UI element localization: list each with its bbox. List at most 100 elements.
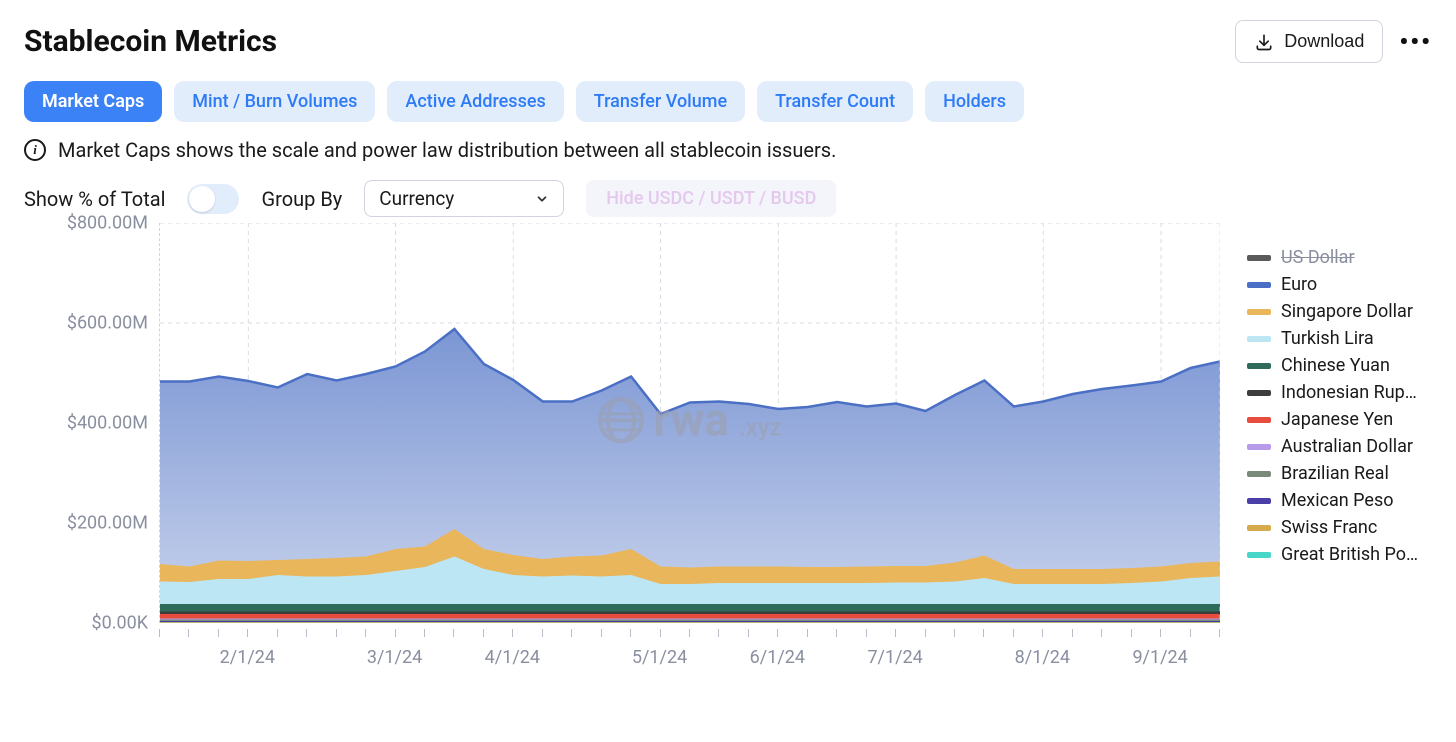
x-axis: 2/1/243/1/244/1/245/1/246/1/247/1/248/1/… — [159, 629, 1219, 669]
legend-swatch — [1247, 363, 1271, 369]
group-by-label: Group By — [261, 187, 342, 211]
x-tick — [1160, 629, 1161, 637]
x-tick — [748, 629, 749, 637]
legend-item-euro[interactable]: Euro — [1247, 274, 1447, 295]
legend-swatch — [1247, 255, 1271, 261]
page-title: Stablecoin Metrics — [24, 24, 277, 59]
download-icon — [1254, 32, 1274, 52]
x-tick — [630, 629, 631, 637]
legend-item-us-dollar[interactable]: US Dollar — [1247, 247, 1447, 268]
legend-item-great-british-po-[interactable]: Great British Po… — [1247, 544, 1447, 565]
y-tick-label: $200.00M — [67, 513, 148, 534]
legend-swatch — [1247, 282, 1271, 288]
legend-item-mexican-peso[interactable]: Mexican Peso — [1247, 490, 1447, 511]
tab-market-caps[interactable]: Market Caps — [24, 81, 162, 122]
legend-label: Japanese Yen — [1281, 409, 1393, 430]
info-icon: i — [24, 139, 46, 161]
header-actions: Download ••• — [1235, 20, 1432, 63]
x-tick — [571, 629, 572, 637]
area-chinese-yuan — [160, 604, 1220, 612]
tabs: Market Caps Mint / Burn Volumes Active Add… — [24, 81, 1432, 122]
x-tick — [777, 629, 778, 637]
y-axis: $0.00K$200.00M$400.00M$600.00M$800.00M — [24, 223, 154, 623]
legend-swatch — [1247, 309, 1271, 315]
chart-area: $0.00K$200.00M$400.00M$600.00M$800.00M r… — [24, 223, 1219, 669]
x-tick-label: 2/1/24 — [220, 647, 275, 668]
legend-label: Singapore Dollar — [1281, 301, 1413, 322]
x-tick — [718, 629, 719, 637]
legend-item-japanese-yen[interactable]: Japanese Yen — [1247, 409, 1447, 430]
x-tick — [836, 629, 837, 637]
legend-swatch — [1247, 525, 1271, 531]
legend: US Dollar Euro Singapore Dollar Turkish Lir… — [1247, 247, 1447, 571]
x-tick — [365, 629, 366, 637]
x-tick — [1013, 629, 1014, 637]
x-tick — [895, 629, 896, 637]
legend-item-chinese-yuan[interactable]: Chinese Yuan — [1247, 355, 1447, 376]
legend-label: Euro — [1281, 274, 1317, 295]
x-tick — [159, 629, 160, 637]
x-tick — [483, 629, 484, 637]
legend-item-singapore-dollar[interactable]: Singapore Dollar — [1247, 301, 1447, 322]
controls-row: Show % of Total Group By Currency Hide U… — [24, 180, 1432, 217]
legend-label: Indonesian Rup… — [1281, 382, 1417, 403]
show-pct-toggle[interactable] — [187, 184, 239, 214]
legend-swatch — [1247, 471, 1271, 477]
hide-usd-button[interactable]: Hide USDC / USDT / BUSD — [586, 180, 836, 217]
legend-label: Brazilian Real — [1281, 463, 1389, 484]
x-tick — [277, 629, 278, 637]
x-tick-label: 3/1/24 — [367, 647, 422, 668]
legend-item-swiss-franc[interactable]: Swiss Franc — [1247, 517, 1447, 538]
x-tick — [601, 629, 602, 637]
tab-transfer-volume[interactable]: Transfer Volume — [576, 81, 745, 122]
area-euro — [160, 329, 1220, 569]
header: Stablecoin Metrics Download ••• — [24, 20, 1432, 63]
show-pct-label: Show % of Total — [24, 187, 165, 211]
legend-item-turkish-lira[interactable]: Turkish Lira — [1247, 328, 1447, 349]
group-by-value: Currency — [379, 187, 454, 210]
legend-swatch — [1247, 336, 1271, 342]
y-tick-label: $0.00K — [91, 613, 148, 634]
x-tick-label: 7/1/24 — [867, 647, 922, 668]
chart-wrap: $0.00K$200.00M$400.00M$600.00M$800.00M r… — [24, 223, 1432, 669]
chevron-down-icon — [535, 192, 549, 206]
x-tick-label: 5/1/24 — [632, 647, 687, 668]
legend-item-indonesian-rup-[interactable]: Indonesian Rup… — [1247, 382, 1447, 403]
legend-label: US Dollar — [1281, 247, 1355, 268]
more-icon[interactable]: ••• — [1399, 28, 1432, 56]
x-tick — [247, 629, 248, 637]
x-tick — [983, 629, 984, 637]
legend-label: Chinese Yuan — [1281, 355, 1390, 376]
x-tick — [218, 629, 219, 637]
tab-mint-burn-volumes[interactable]: Mint / Burn Volumes — [174, 81, 375, 122]
tab-active-addresses[interactable]: Active Addresses — [387, 81, 563, 122]
x-tick — [453, 629, 454, 637]
legend-label: Great British Po… — [1281, 544, 1418, 565]
x-tick — [1131, 629, 1132, 637]
legend-swatch — [1247, 390, 1271, 396]
x-tick — [1101, 629, 1102, 637]
legend-item-brazilian-real[interactable]: Brazilian Real — [1247, 463, 1447, 484]
group-by-select[interactable]: Currency — [364, 180, 564, 217]
tab-holders[interactable]: Holders — [925, 81, 1024, 122]
download-button[interactable]: Download — [1235, 20, 1383, 63]
description-text: Market Caps shows the scale and power la… — [58, 138, 836, 162]
description-row: i Market Caps shows the scale and power … — [24, 138, 1432, 162]
tab-transfer-count[interactable]: Transfer Count — [757, 81, 913, 122]
x-tick-label: 9/1/24 — [1132, 647, 1187, 668]
x-tick — [689, 629, 690, 637]
legend-label: Australian Dollar — [1281, 436, 1413, 457]
x-tick — [660, 629, 661, 637]
y-tick-label: $600.00M — [67, 313, 148, 334]
hide-usd-label: Hide USDC / USDT / BUSD — [606, 188, 816, 209]
legend-swatch — [1247, 444, 1271, 450]
y-tick-label: $400.00M — [67, 413, 148, 434]
legend-swatch — [1247, 417, 1271, 423]
legend-item-australian-dollar[interactable]: Australian Dollar — [1247, 436, 1447, 457]
x-tick — [925, 629, 926, 637]
x-tick-label: 8/1/24 — [1015, 647, 1070, 668]
x-tick — [866, 629, 867, 637]
chart-plot: rwa .xyz — [159, 223, 1219, 623]
legend-label: Mexican Peso — [1281, 490, 1394, 511]
x-tick — [188, 629, 189, 637]
